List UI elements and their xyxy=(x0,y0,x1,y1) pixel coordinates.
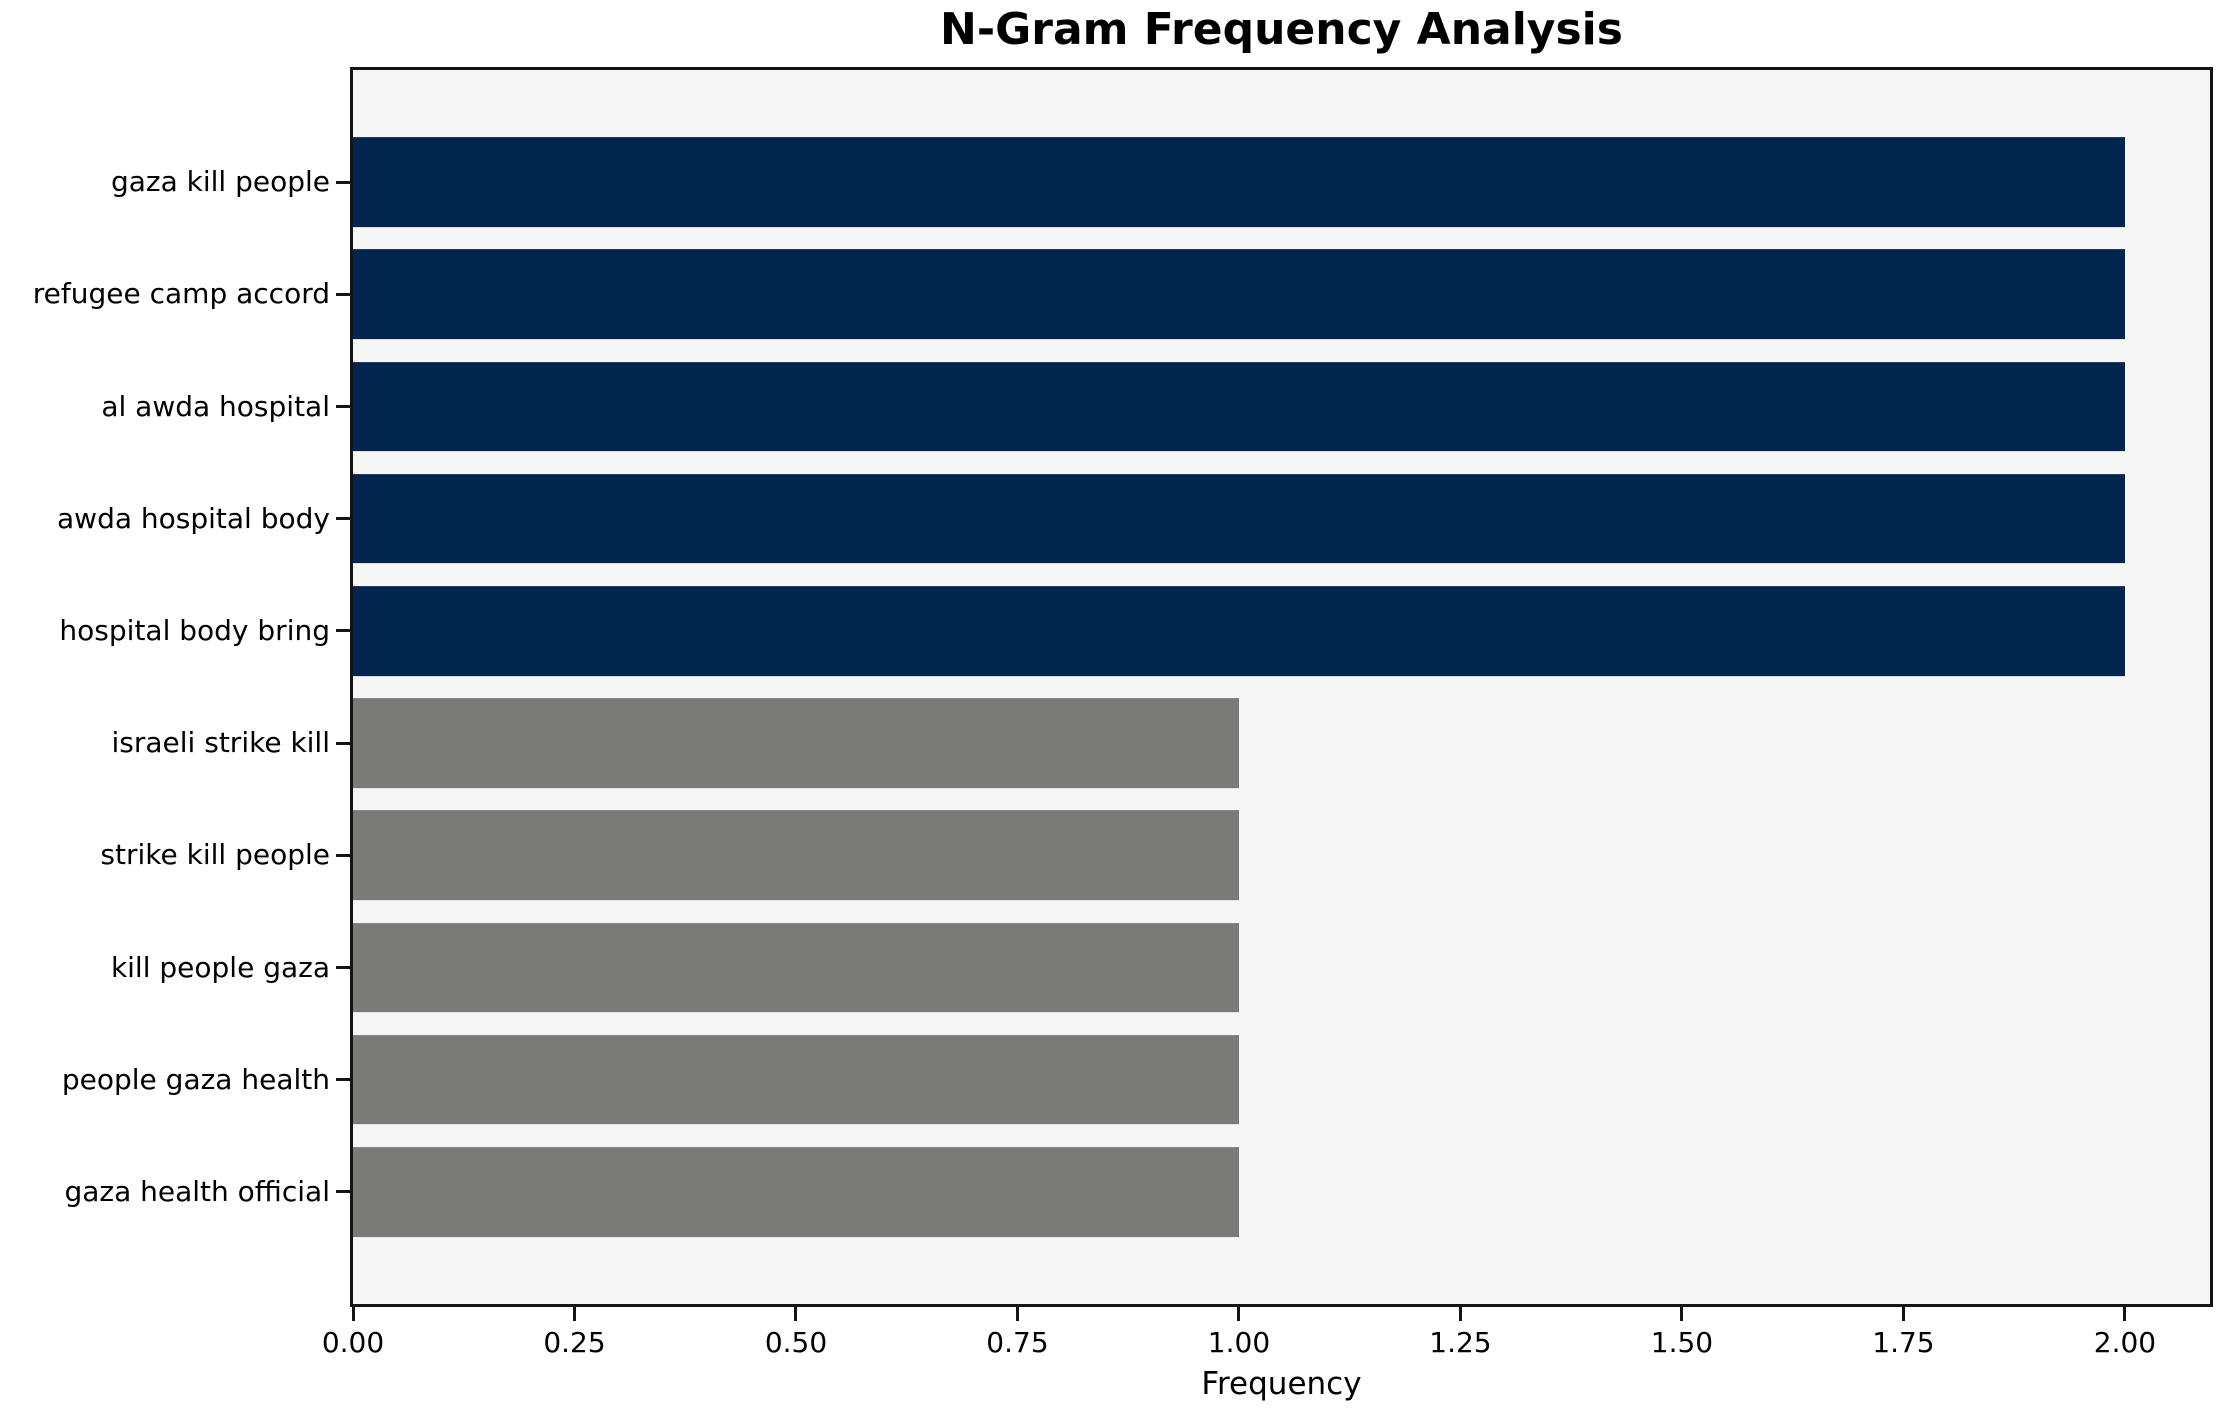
bars-container xyxy=(353,70,2210,1304)
y-tick-label: gaza kill people xyxy=(110,165,330,199)
x-tick-mark xyxy=(2123,1307,2127,1321)
y-tick-mark xyxy=(336,966,350,969)
x-tick-mark xyxy=(1680,1307,1684,1321)
bar-israeli-strike-kill xyxy=(353,698,1239,788)
bar-refugee-camp-accord xyxy=(353,249,2125,340)
bar-row xyxy=(353,350,2210,462)
bar-row xyxy=(353,575,2210,687)
x-tick-mark xyxy=(794,1307,798,1321)
y-tick-mark xyxy=(336,180,350,184)
chart-title: N-Gram Frequency Analysis xyxy=(940,4,1623,55)
x-tick-label: 1.00 xyxy=(1207,1326,1271,1359)
x-tick-label: 1.75 xyxy=(1872,1326,1935,1359)
x-tick-mark xyxy=(351,1307,355,1321)
bar-row xyxy=(353,1024,2210,1136)
y-tick-label: al awda hospital xyxy=(101,389,330,423)
bar-people-gaza-health xyxy=(353,1034,1239,1125)
y-tick-label: people gaza health xyxy=(61,1062,330,1096)
y-tick-mark xyxy=(336,741,350,745)
bar-row xyxy=(353,238,2210,350)
x-tick-mark xyxy=(1458,1307,1462,1321)
bar-hospital-body-bring xyxy=(353,586,2125,676)
bar-row xyxy=(353,126,2210,238)
x-axis-title: Frequency xyxy=(1201,1366,1362,1402)
x-tick-mark xyxy=(1237,1307,1241,1321)
bar-awda-hospital-body xyxy=(353,473,2125,564)
x-tick-label: 0.50 xyxy=(764,1326,828,1359)
y-tick-label: hospital body bring xyxy=(59,613,330,647)
y-tick-label: gaza health official xyxy=(64,1174,330,1208)
x-tick-label: 2.00 xyxy=(2093,1326,2157,1359)
bar-row xyxy=(353,463,2210,575)
bar-row xyxy=(353,911,2210,1023)
y-tick-mark xyxy=(336,1190,350,1194)
x-tick-label: 1.25 xyxy=(1429,1326,1492,1359)
x-tick-mark xyxy=(1015,1307,1019,1321)
y-tick-label: awda hospital body xyxy=(57,501,330,535)
bar-row xyxy=(353,687,2210,799)
bar-gaza-health-official xyxy=(353,1147,1239,1237)
x-tick-mark xyxy=(572,1307,576,1321)
bar-strike-kill-people xyxy=(353,810,1239,901)
bar-kill-people-gaza xyxy=(353,922,1239,1013)
y-tick-label: kill people gaza xyxy=(110,950,330,984)
x-tick-label: 0.25 xyxy=(543,1326,606,1359)
bar-row xyxy=(353,799,2210,911)
bar-gaza-kill-people xyxy=(353,137,2125,227)
x-tick-label: 1.50 xyxy=(1650,1326,1714,1359)
bar-al-awda-hospital xyxy=(353,361,2125,452)
x-tick-label: 0.75 xyxy=(986,1326,1049,1359)
y-tick-label: refugee camp accord xyxy=(32,277,330,311)
y-tick-label: israeli strike kill xyxy=(111,726,330,760)
y-tick-mark xyxy=(336,517,350,521)
y-tick-mark xyxy=(336,1078,350,1082)
y-tick-mark xyxy=(336,405,350,408)
y-tick-label: strike kill people xyxy=(100,838,330,872)
y-tick-mark xyxy=(336,292,350,296)
x-tick-mark xyxy=(1901,1307,1905,1321)
x-tick-label: 0.00 xyxy=(321,1326,385,1359)
bar-row xyxy=(353,1136,2210,1248)
y-tick-mark xyxy=(336,853,350,857)
y-tick-mark xyxy=(336,629,350,633)
